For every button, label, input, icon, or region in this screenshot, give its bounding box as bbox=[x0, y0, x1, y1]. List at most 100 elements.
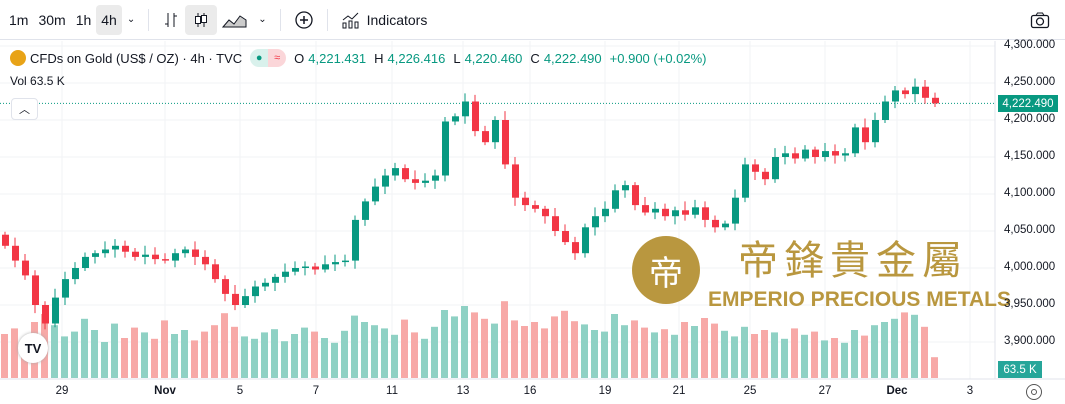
candle-body bbox=[502, 120, 509, 165]
volume-bar bbox=[831, 338, 838, 378]
candle-body bbox=[542, 208, 549, 217]
volume-bar bbox=[601, 331, 608, 378]
candle-body bbox=[832, 151, 839, 156]
volume-bar bbox=[921, 326, 928, 378]
price-axis-label: 3,950.000 bbox=[1004, 298, 1056, 310]
volume-bar bbox=[581, 324, 588, 378]
indicators-label: Indicators bbox=[366, 11, 428, 28]
candle-body bbox=[462, 101, 469, 117]
candle-body bbox=[522, 197, 529, 206]
candle-body bbox=[682, 210, 689, 215]
interval-dropdown-chevron-icon[interactable]: ⌄ bbox=[126, 14, 136, 25]
interval-1h[interactable]: 1h bbox=[75, 11, 92, 28]
volume-bar bbox=[401, 319, 408, 378]
candle-body bbox=[362, 201, 369, 220]
volume-label: Vol bbox=[10, 74, 27, 88]
compare-add-symbol-icon[interactable] bbox=[289, 5, 319, 35]
candle-body bbox=[812, 149, 819, 157]
volume-bar bbox=[91, 330, 98, 378]
area-chart-type-icon[interactable] bbox=[217, 5, 253, 35]
volume-bar bbox=[51, 325, 58, 378]
interval-4h[interactable]: 4h bbox=[96, 4, 122, 35]
candle-body bbox=[752, 164, 759, 172]
volume-bar bbox=[641, 327, 648, 378]
volume-bar bbox=[791, 328, 798, 378]
candle-body bbox=[532, 205, 539, 209]
volume-bar bbox=[61, 336, 68, 378]
candle-body bbox=[222, 279, 229, 294]
candle-body bbox=[112, 245, 119, 250]
candle-body bbox=[372, 186, 379, 202]
bar-chart-type-icon[interactable] bbox=[157, 5, 185, 35]
price-axis-label: 4,200.000 bbox=[1004, 113, 1056, 125]
candle-body bbox=[432, 175, 439, 181]
symbol-title[interactable]: CFDs on Gold (US$ / OZ) · 4h · TVC bbox=[30, 50, 243, 66]
last-volume-tag: 63.5 K bbox=[998, 361, 1042, 378]
watermark-chinese: 帝鋒貴金屬 bbox=[738, 238, 968, 284]
volume-bar bbox=[671, 334, 678, 378]
volume-bar bbox=[341, 330, 348, 378]
candle-body bbox=[142, 254, 149, 257]
time-axis-label: 7 bbox=[312, 385, 320, 397]
candle-body bbox=[552, 216, 559, 231]
candle-body bbox=[512, 164, 519, 198]
volume-bar bbox=[1, 334, 8, 378]
volume-bar bbox=[301, 327, 308, 378]
volume-bar bbox=[371, 325, 378, 378]
screenshot-camera-icon[interactable] bbox=[1025, 5, 1055, 35]
volume-bar bbox=[851, 330, 858, 378]
candle-body bbox=[622, 185, 629, 191]
watermark-english: EMPERIO PRECIOUS METALS bbox=[708, 288, 1011, 311]
volume-bar bbox=[781, 338, 788, 378]
volume-bar bbox=[911, 314, 918, 378]
volume-bar bbox=[211, 325, 218, 378]
volume-bar bbox=[841, 342, 848, 378]
interval-30m[interactable]: 30m bbox=[38, 11, 66, 28]
tradingview-logo[interactable]: TV bbox=[18, 333, 48, 363]
volume-bar bbox=[561, 310, 568, 378]
volume-bar bbox=[881, 322, 888, 378]
volume-bar bbox=[111, 323, 118, 378]
volume-bar bbox=[521, 326, 528, 378]
volume-bar bbox=[661, 329, 668, 378]
candle-body bbox=[742, 164, 749, 198]
candle-body bbox=[452, 116, 459, 122]
candle-chart-type-icon[interactable] bbox=[185, 4, 218, 35]
volume-bar bbox=[591, 330, 598, 378]
indicators-button[interactable]: Indicators bbox=[336, 5, 433, 35]
interval-1m[interactable]: 1m bbox=[9, 11, 29, 28]
volume-bar bbox=[501, 301, 508, 378]
price-axis-label: 4,300.000 bbox=[1004, 39, 1056, 51]
time-axis-label: 27 bbox=[818, 385, 832, 397]
volume-bar bbox=[471, 312, 478, 378]
candle-body bbox=[12, 245, 19, 261]
candle-body bbox=[92, 253, 99, 257]
chart-type-dropdown-chevron-icon[interactable]: ⌄ bbox=[258, 14, 267, 25]
volume-bar bbox=[701, 318, 708, 378]
volume-bar bbox=[121, 338, 128, 378]
candle-body bbox=[722, 223, 729, 228]
candle-body bbox=[242, 296, 249, 305]
price-chart[interactable] bbox=[0, 41, 1065, 404]
volume-bar bbox=[271, 329, 278, 378]
candle-body bbox=[312, 266, 319, 270]
candle-body bbox=[442, 121, 449, 176]
volume-bar bbox=[361, 322, 368, 378]
market-status-pill[interactable]: ● ≈ bbox=[250, 49, 287, 67]
candle-body bbox=[922, 86, 929, 98]
candle-body bbox=[472, 101, 479, 132]
volume-bar bbox=[651, 332, 658, 378]
candle-body bbox=[762, 171, 769, 180]
candle-body bbox=[102, 249, 109, 254]
volume-bar bbox=[81, 318, 88, 378]
time-axis-settings-icon[interactable] bbox=[1026, 384, 1042, 400]
volume-bar bbox=[311, 331, 318, 378]
time-axis-label: 19 bbox=[598, 385, 612, 397]
candle-body bbox=[32, 275, 39, 305]
candle-body bbox=[712, 219, 719, 228]
close-label: C bbox=[530, 50, 540, 66]
volume-bar bbox=[261, 332, 268, 378]
volume-bar bbox=[201, 331, 208, 378]
candle-body bbox=[912, 86, 919, 95]
collapse-legend-chevron-up-icon[interactable]: ︿ bbox=[11, 98, 38, 120]
